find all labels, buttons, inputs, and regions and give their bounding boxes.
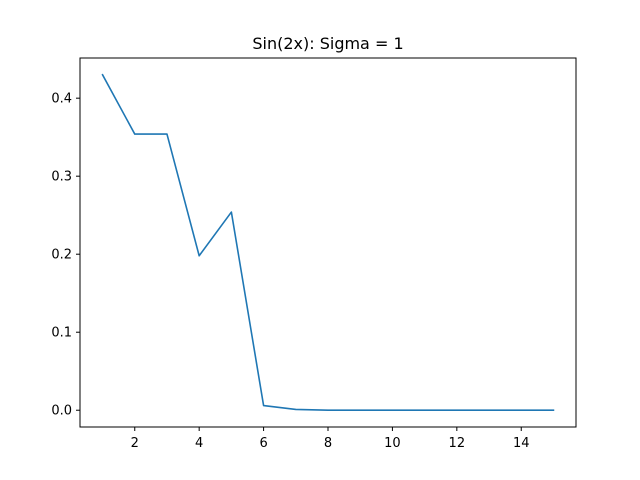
x-tick-label: 10 <box>384 436 401 451</box>
x-tick-label: 8 <box>324 436 332 451</box>
y-axis: 0.0 0.1 0.2 0.3 0.4 <box>51 92 80 419</box>
x-tick-label: 12 <box>449 436 466 451</box>
series-line-1 <box>101 73 555 412</box>
x-tick-label: 14 <box>513 436 530 451</box>
y-tick-label: 0.2 <box>51 248 72 263</box>
chart-title: Sin(2x): Sigma = 1 <box>252 34 403 53</box>
y-tick-label: 0.0 <box>51 404 72 419</box>
y-tick-label: 0.4 <box>51 92 72 107</box>
x-axis: 2 4 6 8 10 12 14 <box>131 427 530 451</box>
y-tick-label: 0.1 <box>51 326 72 341</box>
x-tick-label: 4 <box>195 436 203 451</box>
x-tick-label: 6 <box>259 436 267 451</box>
plot-area <box>101 73 555 412</box>
x-tick-label: 2 <box>131 436 139 451</box>
y-tick-label: 0.3 <box>51 170 72 185</box>
